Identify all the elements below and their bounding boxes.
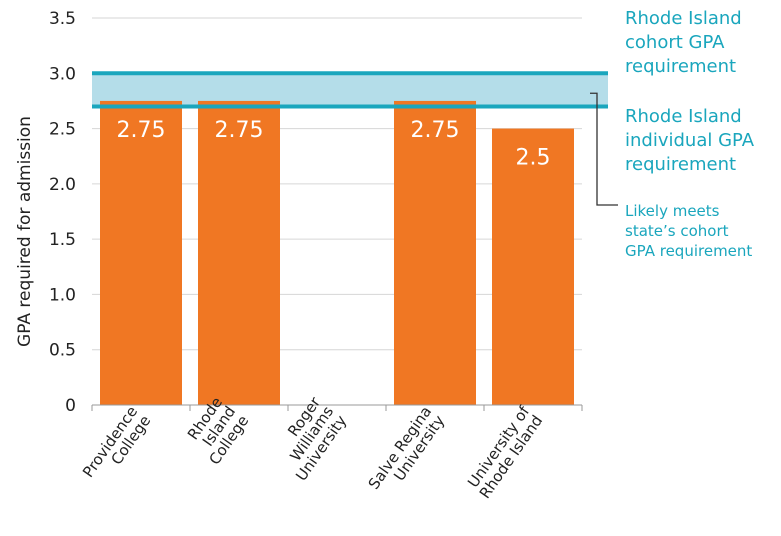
category-label: ProvidenceCollege bbox=[79, 403, 154, 490]
bar-value-label: 2.5 bbox=[516, 146, 551, 171]
category-label: Salve ReginaUniversity bbox=[365, 403, 449, 502]
y-tick-label: 1.5 bbox=[49, 230, 76, 250]
requirement-band bbox=[92, 73, 608, 107]
bar bbox=[394, 100, 476, 405]
y-axis-label: GPA required for admission bbox=[15, 116, 35, 347]
bar-value-label: 2.75 bbox=[215, 118, 264, 143]
bar bbox=[100, 100, 182, 405]
y-tick-label: 0 bbox=[65, 396, 76, 416]
category-label: University ofRhode Island bbox=[463, 402, 547, 502]
y-tick-label: 2.0 bbox=[49, 175, 76, 195]
cohort-annotation-line: cohort GPA bbox=[625, 32, 725, 53]
category-label: RogerWilliamsUniversity bbox=[266, 393, 351, 484]
band-annotation-line: state’s cohort bbox=[625, 222, 729, 240]
individual-annotation-line: individual GPA bbox=[625, 130, 755, 151]
band-annotation-line: GPA requirement bbox=[625, 242, 752, 260]
y-tick-label: 0.5 bbox=[49, 341, 76, 361]
band-annotation-line: Likely meets bbox=[625, 202, 720, 220]
bar bbox=[198, 100, 280, 405]
cohort-annotation-line: requirement bbox=[625, 56, 736, 77]
bar-value-label: 2.75 bbox=[117, 118, 166, 143]
bar bbox=[492, 128, 574, 406]
y-tick-label: 3.5 bbox=[49, 9, 76, 29]
y-tick-label: 2.5 bbox=[49, 120, 76, 140]
band-bracket bbox=[590, 92, 618, 206]
cohort-annotation-line: Rhode Island bbox=[625, 8, 742, 29]
individual-annotation-line: Rhode Island bbox=[625, 106, 742, 127]
bar-value-label: 2.75 bbox=[411, 118, 460, 143]
y-tick-label: 1.0 bbox=[49, 285, 76, 305]
individual-annotation-line: requirement bbox=[625, 154, 736, 175]
y-tick-label: 3.0 bbox=[49, 64, 76, 84]
